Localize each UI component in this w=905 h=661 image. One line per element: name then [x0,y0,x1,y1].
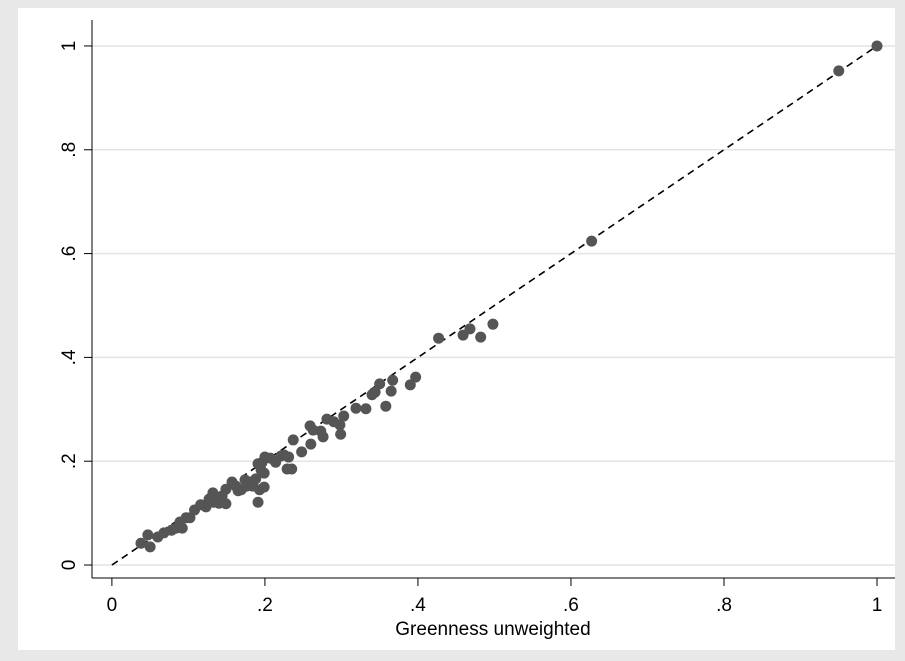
point [142,529,154,541]
x-tick-label: .8 [716,595,732,616]
point [380,400,392,412]
point [410,371,422,383]
point [433,332,445,344]
point [144,541,156,553]
point [833,65,845,77]
point [360,403,372,415]
x-tick-label: .6 [563,595,579,616]
point [374,378,386,390]
point [305,438,317,450]
point [152,531,164,543]
y-tick-label: .2 [59,453,80,469]
point [281,463,293,475]
x-tick-label: 1 [872,595,883,616]
point [287,434,299,446]
point [252,496,264,508]
y-tick-label: .8 [59,142,80,158]
point [335,428,347,440]
x-axis-title: Greenness unweighted [395,619,590,640]
y-tick-label: 0 [59,560,80,571]
point [387,374,399,386]
reference-line [111,45,878,566]
point [586,235,598,247]
point [338,410,350,422]
x-tick-label: .2 [257,595,273,616]
point [871,40,883,52]
point [258,481,270,493]
point [404,379,416,391]
graph-region [18,8,895,650]
point [135,537,147,549]
point [487,318,499,330]
point [321,413,333,425]
point [475,331,487,343]
point [252,458,264,470]
point [457,329,469,341]
point [296,446,308,458]
y-tick-label: .4 [59,349,80,365]
point [226,476,238,488]
point [304,420,316,432]
y-tick-label: 1 [59,41,80,52]
point [385,385,397,397]
y-tick-label: .6 [59,246,80,262]
x-tick-label: .4 [410,595,426,616]
x-tick-label: 0 [107,595,118,616]
point [366,389,378,401]
point [350,402,362,414]
point [239,474,251,486]
